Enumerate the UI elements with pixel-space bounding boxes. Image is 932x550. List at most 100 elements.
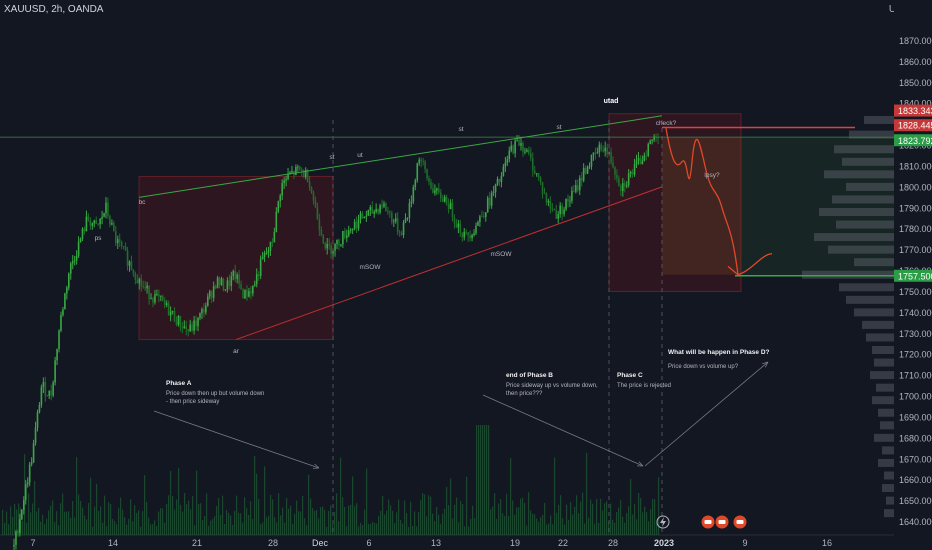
candle-body <box>226 280 229 290</box>
volume-profile-bar <box>884 471 894 480</box>
candle-body <box>205 305 207 313</box>
volume-bar <box>144 475 146 535</box>
candle-body <box>248 291 250 297</box>
volume-bar <box>424 494 426 535</box>
candle-body <box>469 235 471 239</box>
volume-bar <box>506 493 508 535</box>
volume-bar <box>24 454 26 535</box>
candle-body <box>616 174 618 179</box>
volume-bar <box>398 499 400 535</box>
volume-bar <box>124 517 126 535</box>
volume-bar <box>194 525 196 535</box>
volume-bar <box>352 476 354 535</box>
volume-bar <box>242 522 244 535</box>
volume-bar <box>100 506 102 535</box>
candle-body <box>625 185 628 187</box>
volume-bar <box>290 505 292 535</box>
y-tick-label: 1750.000 <box>899 287 932 297</box>
volume-bar <box>324 509 326 535</box>
candle-body <box>167 303 170 316</box>
volume-bar <box>284 522 286 535</box>
candle-body <box>328 243 330 246</box>
candle-body <box>267 250 270 253</box>
volume-bar <box>522 497 524 535</box>
volume-bar <box>106 526 108 535</box>
candle-body <box>224 289 227 291</box>
candle-body <box>492 191 495 193</box>
volume-bar <box>256 473 258 535</box>
volume-bar <box>380 510 382 535</box>
volume-bar <box>6 511 8 535</box>
candle-body <box>165 303 168 305</box>
candle-body <box>285 179 287 181</box>
candle-body <box>651 139 653 141</box>
candle-body <box>40 387 43 405</box>
candle-body <box>44 382 47 396</box>
volume-bar <box>590 499 592 535</box>
candle-body <box>300 169 303 171</box>
volume-bar <box>546 524 548 535</box>
volume-bar <box>462 504 464 535</box>
candle-body <box>64 293 66 310</box>
candle-body <box>85 216 88 232</box>
volume-bar <box>466 476 468 535</box>
volume-bar <box>574 506 576 535</box>
candle-body <box>451 202 454 218</box>
price-label-box <box>894 134 932 147</box>
candle-body <box>602 149 605 152</box>
volume-bar <box>204 515 206 535</box>
volume-bar <box>312 508 314 535</box>
volume-bar <box>164 522 166 535</box>
volume-bar <box>370 524 372 535</box>
y-tick-label: 1780.000 <box>899 224 932 234</box>
candle-body <box>54 360 56 383</box>
candle-body <box>627 173 630 186</box>
volume-bar <box>498 503 500 535</box>
candle-body <box>508 150 511 160</box>
volume-bar <box>260 523 262 535</box>
candle-body <box>479 216 481 222</box>
y-tick-label: 1800.000 <box>899 182 932 192</box>
volume-bar <box>592 503 594 535</box>
candle-body <box>199 313 201 318</box>
candle-body <box>623 183 626 187</box>
lightning-icon <box>656 515 670 529</box>
volume-bar <box>368 523 370 535</box>
candle-body <box>635 160 638 165</box>
y-tick-label: 1700.000 <box>899 392 932 402</box>
candle-body <box>62 309 64 316</box>
volume-bar <box>622 516 624 535</box>
volume-bar <box>502 513 504 535</box>
arrow-phase-b <box>482 394 644 467</box>
candle-body <box>522 143 524 152</box>
economic-event-icon-glyph <box>736 520 744 524</box>
candle-body <box>122 246 125 247</box>
volume-bar <box>128 518 130 535</box>
candle-body <box>263 253 266 258</box>
candle-body <box>490 192 493 206</box>
candle-body <box>631 171 634 175</box>
candle-body <box>52 382 54 396</box>
candle-body <box>242 289 244 299</box>
volume-bar <box>362 525 364 535</box>
volume-bar <box>122 509 124 535</box>
candle-body <box>114 231 117 244</box>
candle-body <box>347 230 350 236</box>
candle-body <box>641 160 644 165</box>
arrow-phase-a-head <box>312 463 320 469</box>
volume-profile-bar <box>870 371 894 380</box>
candle-body <box>514 140 516 154</box>
volume-bar <box>350 504 352 535</box>
volume-bar <box>458 522 460 535</box>
volume-bar <box>152 524 154 535</box>
volume-bar <box>426 516 428 535</box>
volume-bar <box>342 497 344 535</box>
volume-bar <box>508 515 510 535</box>
candle-body <box>512 145 514 154</box>
volume-profile-bar <box>819 207 894 216</box>
wyckoff-label: ar <box>233 348 240 355</box>
candle-body <box>118 239 121 242</box>
candle-body <box>21 510 23 520</box>
volume-bar <box>94 506 96 535</box>
